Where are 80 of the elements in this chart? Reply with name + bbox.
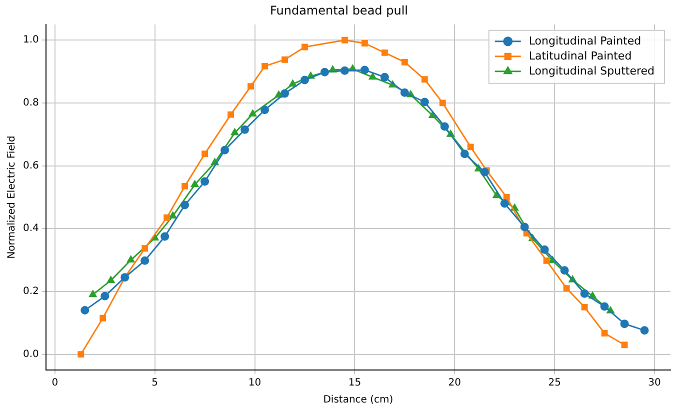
point xyxy=(100,292,110,300)
point xyxy=(282,56,288,63)
point xyxy=(78,351,84,358)
point xyxy=(262,62,268,70)
x-axis-title: Distance (cm) xyxy=(323,394,394,406)
point xyxy=(360,66,369,74)
point xyxy=(421,76,428,83)
x-tick-label: 10 xyxy=(248,378,262,389)
point xyxy=(191,180,199,188)
point xyxy=(231,128,239,136)
point xyxy=(302,44,308,50)
point xyxy=(580,289,589,298)
point xyxy=(500,199,509,208)
point xyxy=(80,306,90,315)
y-axis-title: Normalized Electric Field xyxy=(6,136,18,259)
y-tick-label: 0.2 xyxy=(22,286,39,298)
point xyxy=(543,257,550,264)
x-tick-label: 20 xyxy=(448,378,462,389)
y-tick-label: 0.6 xyxy=(22,160,39,172)
point xyxy=(107,276,115,283)
point xyxy=(401,58,408,66)
point xyxy=(280,89,289,98)
point xyxy=(248,110,257,116)
point xyxy=(420,98,429,106)
y-tick-label: 0.0 xyxy=(22,348,39,360)
point xyxy=(300,76,309,84)
point xyxy=(340,66,349,75)
point xyxy=(601,330,608,336)
x-tick-label: 0 xyxy=(52,378,58,389)
point xyxy=(400,88,409,97)
point xyxy=(600,302,609,311)
point xyxy=(180,200,190,210)
point xyxy=(202,150,208,158)
point xyxy=(467,144,474,150)
point xyxy=(142,245,148,252)
point xyxy=(563,285,570,292)
point xyxy=(127,256,135,263)
point xyxy=(540,245,549,254)
point xyxy=(160,232,170,241)
point xyxy=(100,314,106,322)
chart-title: Fundamental bead pull xyxy=(270,3,408,18)
point xyxy=(640,326,649,335)
point xyxy=(140,256,150,265)
point xyxy=(361,40,368,46)
point xyxy=(341,36,348,44)
point xyxy=(520,222,529,232)
x-tick-label: 25 xyxy=(548,378,561,389)
point xyxy=(288,80,297,87)
point xyxy=(228,111,234,118)
point xyxy=(620,320,629,328)
point xyxy=(560,266,569,275)
point xyxy=(621,342,628,348)
point xyxy=(380,72,389,82)
point xyxy=(503,194,510,200)
point xyxy=(220,146,230,154)
point xyxy=(164,214,170,221)
legend-label: Longitudinal Sputtered xyxy=(528,64,654,78)
point xyxy=(248,83,254,90)
point xyxy=(460,150,469,158)
point xyxy=(581,304,588,310)
point xyxy=(200,177,210,186)
point xyxy=(440,122,449,131)
point xyxy=(260,106,270,114)
point xyxy=(89,290,97,298)
point xyxy=(182,182,188,190)
legend-label: Longitudinal Painted xyxy=(528,34,642,48)
x-tick-label: 15 xyxy=(348,378,362,389)
x-tick-label: 5 xyxy=(152,378,158,389)
legend-label: Latitudinal Painted xyxy=(528,49,632,62)
x-tick-label: 30 xyxy=(648,378,661,389)
point xyxy=(368,72,376,80)
y-tick-label: 0.4 xyxy=(22,223,39,234)
y-tick-label: 1.0 xyxy=(22,34,39,46)
point xyxy=(381,49,388,56)
point xyxy=(169,212,177,219)
y-tick-label: 0.8 xyxy=(22,98,39,109)
point xyxy=(439,100,446,106)
point xyxy=(240,125,250,134)
point xyxy=(480,168,489,176)
point xyxy=(320,68,329,76)
